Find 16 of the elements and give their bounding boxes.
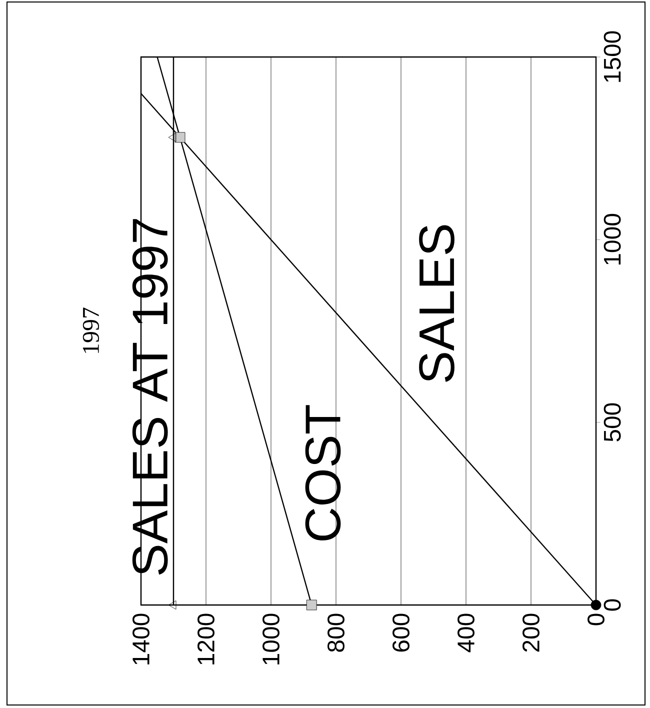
- x-tick-label: 800: [328, 614, 344, 652]
- text: SALES AT 1997: [132, 219, 168, 575]
- text: COST: [305, 405, 341, 540]
- y-tick-label: 1000: [604, 214, 621, 265]
- x-tick-label: 1000: [262, 614, 280, 664]
- text: SALES: [419, 225, 454, 382]
- x-tick-label: 600: [392, 614, 410, 652]
- x-tick-label: 0: [588, 614, 604, 626]
- y-tick-label: 500: [604, 403, 621, 442]
- text: 1997: [82, 308, 100, 353]
- x-tick-label: 1400: [132, 614, 150, 664]
- x-tick-label: 200: [522, 614, 540, 652]
- y-tick-label: 1500: [604, 31, 621, 82]
- y-tick-label: 0: [604, 599, 621, 611]
- x-tick-label: 1200: [198, 614, 214, 664]
- x-tick-label: 400: [458, 614, 474, 652]
